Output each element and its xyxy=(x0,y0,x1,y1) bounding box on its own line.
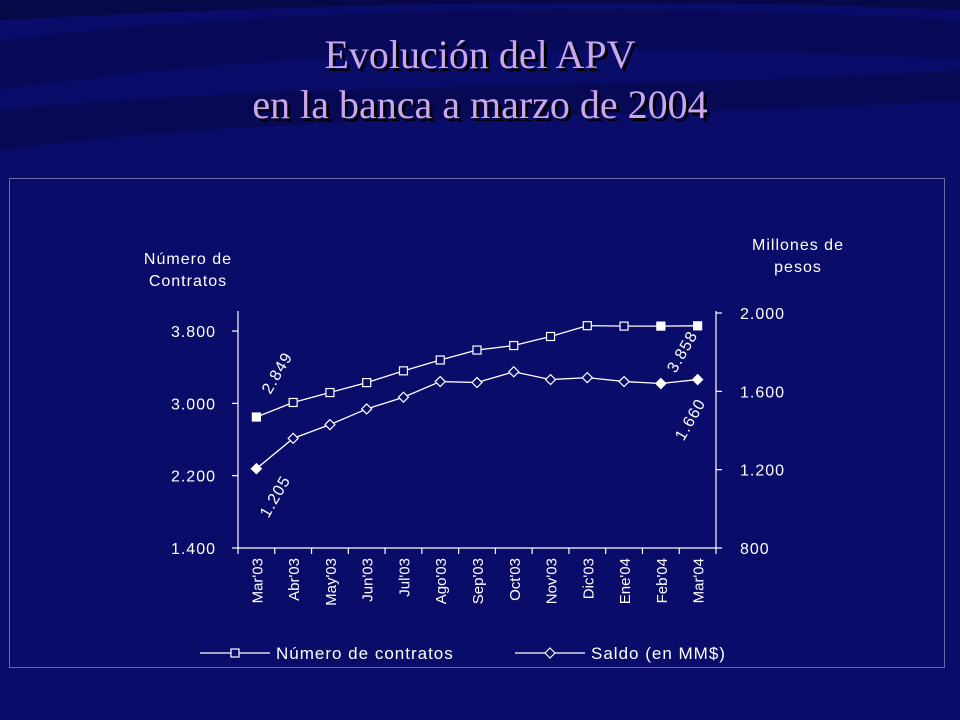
data-label: 3.858 xyxy=(664,328,701,376)
data-point-square xyxy=(288,397,298,408)
legend-marker-diamond xyxy=(544,647,556,659)
right-tick-label: 2.000 xyxy=(740,306,785,323)
category-label: Ago'03 xyxy=(433,558,450,604)
left-tick-label: 2.200 xyxy=(171,469,216,486)
data-point-diamond xyxy=(618,375,630,388)
left-axis-title: Número de xyxy=(144,251,232,268)
data-point-square xyxy=(362,377,372,388)
legend-label: Número de contratos xyxy=(276,644,454,663)
data-point-diamond xyxy=(544,373,557,386)
data-point-square xyxy=(325,387,335,398)
data-label: 1.660 xyxy=(672,396,709,444)
data-point-square xyxy=(251,412,261,422)
right-tick-label: 800 xyxy=(740,541,770,558)
series-line xyxy=(256,325,698,418)
category-label: Feb'04 xyxy=(654,558,671,603)
data-point-square xyxy=(693,321,703,331)
data-point-diamond xyxy=(287,432,300,445)
data-point-diamond xyxy=(324,418,336,431)
legend-marker-square xyxy=(230,648,240,658)
category-label: Oct'03 xyxy=(507,558,524,601)
category-label: Mar'03 xyxy=(249,558,266,603)
data-point-square xyxy=(619,321,629,331)
data-point-square xyxy=(472,345,482,355)
legend-label: Saldo (en MM$) xyxy=(591,644,726,663)
right-tick-label: 1.200 xyxy=(740,463,785,480)
category-label: Dic'03 xyxy=(580,558,597,599)
data-point-diamond xyxy=(507,365,520,378)
data-point-diamond xyxy=(360,403,373,415)
category-label: May'03 xyxy=(323,558,340,606)
left-tick-label: 3.000 xyxy=(171,396,216,413)
data-point-square xyxy=(582,321,592,331)
right-axis-title: Millones de xyxy=(752,237,844,254)
data-point-diamond xyxy=(397,391,410,404)
data-point-diamond xyxy=(654,377,667,390)
data-point-diamond xyxy=(434,375,447,388)
data-point-square xyxy=(435,355,445,365)
left-tick-label: 3.800 xyxy=(171,324,216,341)
right-tick-label: 1.600 xyxy=(740,384,785,401)
data-point-diamond xyxy=(250,462,263,475)
category-label: Mar'04 xyxy=(691,558,708,603)
category-label: Jun'03 xyxy=(360,558,377,602)
data-point-diamond xyxy=(691,373,704,386)
slide-title: Evolución del APV en la banca a marzo de… xyxy=(0,30,960,130)
category-label: Nov'03 xyxy=(544,558,561,604)
data-point-square xyxy=(509,340,519,351)
right-axis-title: pesos xyxy=(774,259,822,276)
data-point-square xyxy=(656,321,666,331)
title-line-2: en la banca a marzo de 2004 xyxy=(252,82,708,127)
chart-frame xyxy=(9,178,945,668)
data-label: 1.205 xyxy=(257,473,294,521)
left-tick-label: 1.400 xyxy=(171,541,216,558)
left-axis-title: Contratos xyxy=(149,273,227,290)
data-point-diamond xyxy=(471,376,483,389)
data-point-square xyxy=(398,366,409,376)
data-point-square xyxy=(545,331,556,342)
title-line-1: Evolución del APV xyxy=(324,32,636,77)
category-label: Abr'03 xyxy=(286,558,303,601)
data-label: 2.849 xyxy=(259,350,296,398)
category-label: Sep'03 xyxy=(470,558,487,604)
data-point-diamond xyxy=(581,371,594,384)
category-label: Jul'03 xyxy=(396,558,413,597)
category-label: Ene'04 xyxy=(617,558,634,604)
